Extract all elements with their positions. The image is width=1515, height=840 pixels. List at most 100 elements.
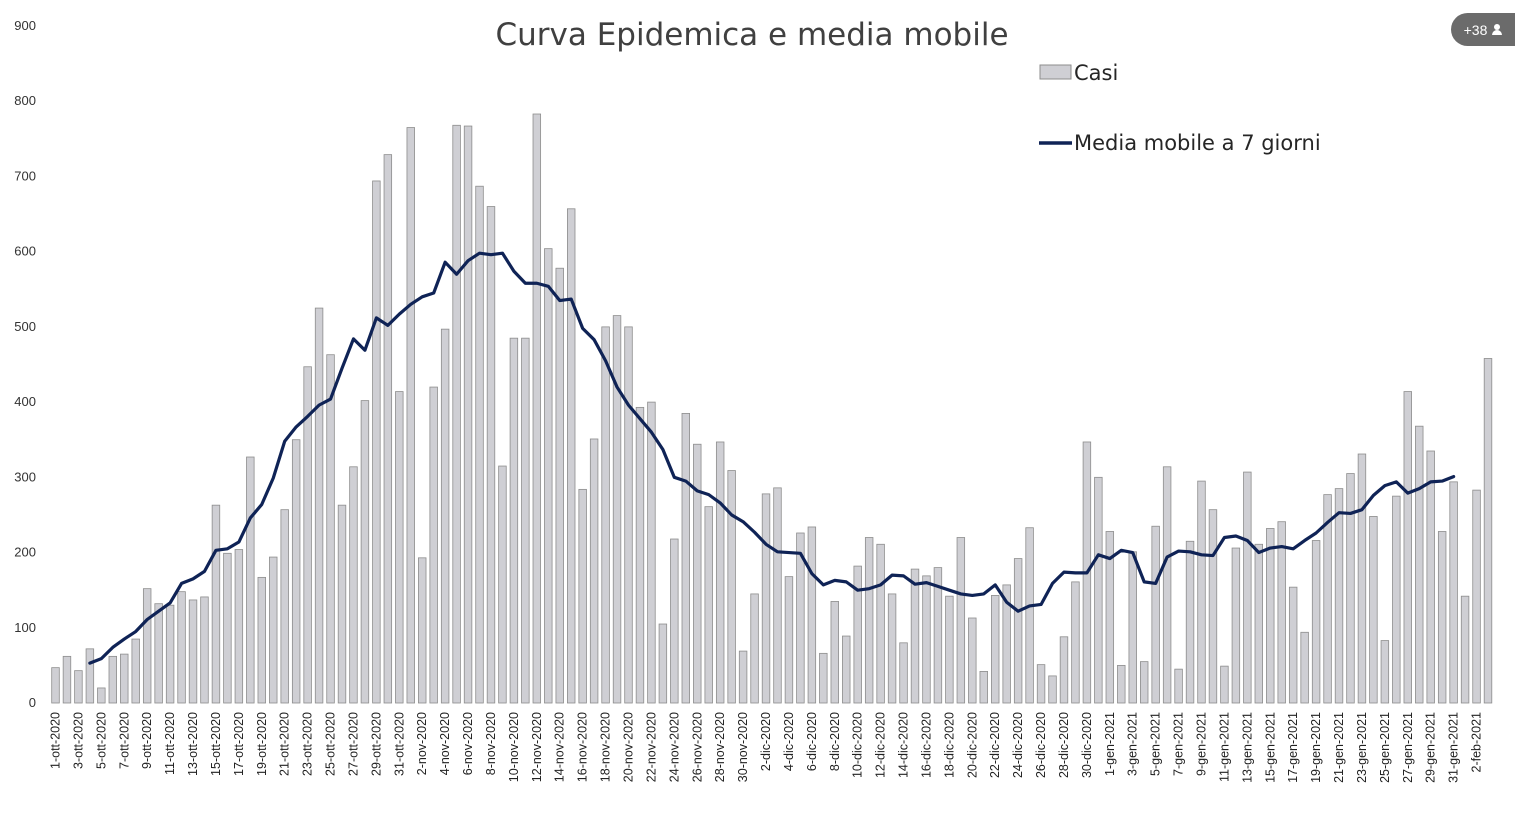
bar-12-gen-2021: [1231, 547, 1241, 704]
bar-20-dic-2020: [968, 617, 977, 704]
x-tick-label: 1-ott-2020: [49, 712, 63, 769]
bar-28-ott-2020: [360, 400, 370, 704]
x-tick-label: 11-ott-2020: [163, 712, 177, 775]
x-tick-label: 16-nov-2020: [576, 712, 590, 782]
bar-18-gen-2021: [1300, 631, 1309, 704]
bar-13-gen-2021: [1243, 471, 1252, 704]
y-tick-label: 300: [14, 469, 36, 484]
legend-label-casi: Casi: [1074, 61, 1118, 85]
bar-25-ott-2020: [326, 354, 335, 704]
bar-2-nov-2020: [418, 557, 427, 704]
bar-27-ott-2020: [349, 466, 358, 704]
bar-2-feb-2021: [1472, 489, 1481, 704]
x-tick-label: 18-nov-2020: [599, 712, 613, 782]
legend-swatch-casi: [1039, 64, 1072, 80]
bar-8-dic-2020: [830, 601, 839, 704]
bar-3-dic-2020: [773, 487, 782, 704]
bar-22-nov-2020: [647, 401, 656, 704]
bar-8-gen-2021: [1185, 540, 1195, 704]
bar-10-gen-2021: [1208, 509, 1218, 704]
bar-10-nov-2020: [509, 337, 519, 704]
bar-11-nov-2020: [521, 337, 530, 704]
bar-18-ott-2020: [246, 456, 255, 704]
x-tick-label: 16-dic-2020: [919, 712, 933, 778]
bar-7-gen-2021: [1174, 668, 1183, 704]
y-tick-label: 900: [14, 18, 36, 33]
bar-5-nov-2020: [452, 124, 461, 704]
y-tick-label: 200: [14, 545, 36, 560]
x-tick-label: 14-dic-2020: [897, 712, 911, 778]
bar-22-dic-2020: [991, 595, 1000, 704]
bar-21-nov-2020: [635, 406, 645, 704]
x-tick-label: 24-dic-2020: [1011, 712, 1025, 778]
bar-29-dic-2020: [1071, 581, 1080, 704]
bar-12-dic-2020: [876, 543, 885, 704]
bar-24-nov-2020: [670, 538, 679, 704]
x-tick-label: 6-dic-2020: [805, 712, 819, 771]
x-tick-label: 3-gen-2021: [1126, 712, 1140, 776]
bar-15-gen-2021: [1266, 528, 1275, 704]
bar-14-dic-2020: [899, 642, 908, 704]
bar-23-ott-2020: [303, 366, 312, 704]
x-tick-label: 10-dic-2020: [851, 712, 865, 778]
bar-25-gen-2021: [1380, 640, 1390, 704]
x-tick-label: 12-nov-2020: [530, 712, 544, 782]
bar-8-nov-2020: [486, 206, 496, 704]
x-tick-label: 4-dic-2020: [782, 712, 796, 771]
bar-9-gen-2021: [1197, 480, 1206, 704]
participants-badge[interactable]: +38: [1451, 13, 1515, 46]
person-icon: [1492, 24, 1503, 35]
bar-22-gen-2021: [1346, 473, 1355, 704]
x-tick-label: 22-nov-2020: [644, 712, 658, 782]
bar-29-nov-2020: [727, 470, 736, 704]
x-tick-label: 6-nov-2020: [461, 712, 475, 775]
bar-7-dic-2020: [819, 652, 828, 704]
x-tick-label: 28-nov-2020: [713, 712, 727, 782]
bar-13-dic-2020: [887, 593, 897, 704]
bars-casi: [51, 113, 1493, 704]
bar-3-nov-2020: [429, 386, 438, 704]
bar-3-gen-2021: [1128, 551, 1137, 704]
bar-11-dic-2020: [864, 537, 874, 704]
x-tick-label: 9-gen-2021: [1195, 712, 1209, 776]
bar-16-dic-2020: [922, 575, 931, 704]
bar-14-nov-2020: [555, 267, 564, 704]
x-tick-label: 20-nov-2020: [622, 712, 636, 782]
bar-5-gen-2021: [1151, 525, 1160, 704]
bar-27-gen-2021: [1403, 391, 1412, 704]
x-tick-label: 7-ott-2020: [117, 712, 131, 769]
bar-30-ott-2020: [383, 154, 393, 704]
bar-26-ott-2020: [337, 504, 347, 704]
bar-15-ott-2020: [211, 504, 221, 704]
bar-26-gen-2021: [1392, 495, 1401, 704]
y-axis: 0 100 200 300 400 500 600 700 800 900: [14, 18, 36, 710]
bar-6-nov-2020: [463, 125, 473, 704]
bar-1-nov-2020: [406, 127, 415, 704]
x-tick-label: 21-ott-2020: [278, 712, 292, 776]
bar-9-dic-2020: [842, 635, 851, 704]
x-tick-label: 15-ott-2020: [209, 712, 223, 776]
x-tick-label: 2-nov-2020: [415, 712, 429, 775]
bar-29-ott-2020: [372, 180, 381, 704]
bar-4-gen-2021: [1140, 661, 1149, 704]
bar-2-ott-2020: [62, 655, 72, 704]
x-tick-label: 9-ott-2020: [140, 712, 154, 769]
bar-19-dic-2020: [956, 537, 966, 704]
bar-27-nov-2020: [704, 506, 713, 704]
y-tick-label: 800: [14, 93, 36, 108]
x-tick-label: 20-dic-2020: [965, 712, 979, 778]
bar-1-feb-2021: [1460, 595, 1470, 704]
x-tick-label: 31-ott-2020: [392, 712, 406, 776]
series-line-media-mobile: [88, 251, 1456, 665]
y-tick-label: 100: [14, 620, 36, 635]
bar-6-ott-2020: [108, 655, 117, 704]
bar-4-dic-2020: [784, 576, 794, 704]
x-tick-label: 19-ott-2020: [255, 712, 269, 776]
bar-1-gen-2021: [1105, 531, 1115, 704]
y-tick-label: 700: [14, 168, 36, 183]
bar-11-ott-2020: [165, 604, 175, 704]
x-tick-label: 17-gen-2021: [1286, 712, 1300, 783]
y-tick-label: 600: [14, 244, 36, 259]
x-tick-label: 4-nov-2020: [438, 712, 452, 775]
